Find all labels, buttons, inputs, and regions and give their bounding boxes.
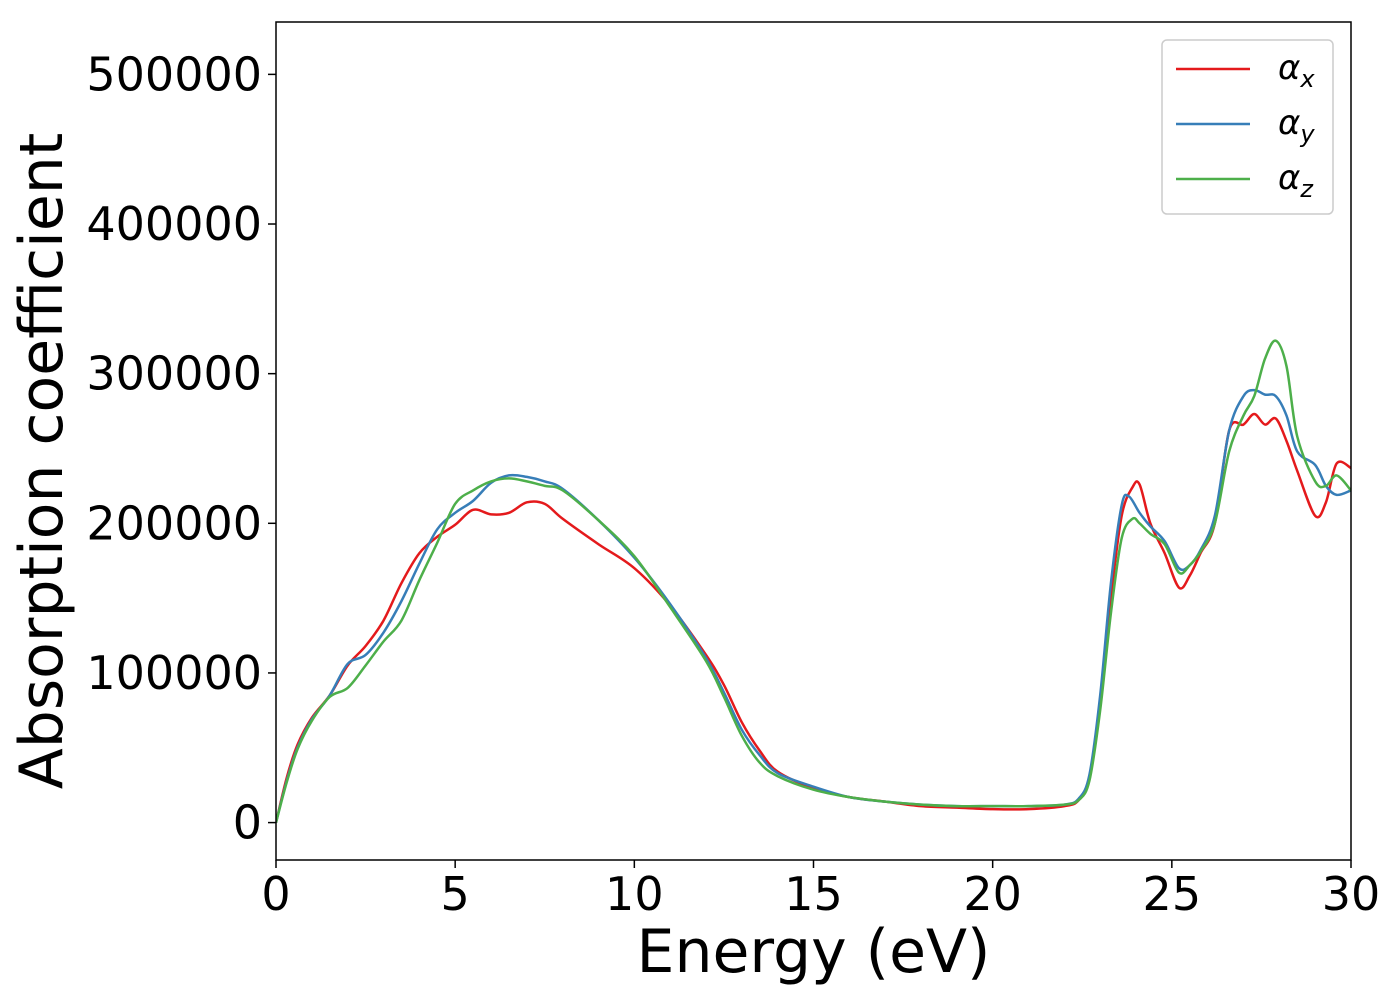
y-tick-label: 100000	[86, 646, 262, 700]
series-line-z	[276, 339, 1351, 823]
legend-label-subscript: z	[1299, 175, 1314, 203]
x-tick-label: 15	[784, 867, 843, 921]
x-tick-label: 0	[261, 867, 290, 921]
x-axis-label: Energy (eV)	[637, 917, 991, 987]
legend-label-subscript: x	[1299, 65, 1315, 93]
legend-label-subscript: y	[1299, 120, 1315, 148]
legend-label-base: α	[1278, 158, 1300, 198]
legend-label-base: α	[1278, 103, 1300, 143]
y-tick-label: 400000	[86, 197, 262, 251]
legend-item-y: αy	[1176, 103, 1315, 148]
y-tick-label: 300000	[86, 347, 262, 401]
x-tick-label: 5	[441, 867, 470, 921]
x-axis-ticks: 0 5 10 15 20 25 30	[261, 860, 1380, 921]
legend-label: αz	[1278, 158, 1314, 203]
legend-item-x: αx	[1176, 48, 1315, 93]
y-tick-label: 500000	[86, 47, 262, 101]
x-tick-label: 30	[1322, 867, 1381, 921]
x-tick-label: 20	[963, 867, 1022, 921]
legend-item-z: αz	[1176, 158, 1314, 203]
y-tick-label: 0	[233, 796, 262, 850]
y-axis-label: Absorption coefficient	[7, 133, 77, 790]
series-lines	[276, 339, 1351, 823]
legend-label-base: α	[1278, 48, 1300, 88]
legend-label: αy	[1278, 103, 1315, 148]
y-tick-label: 200000	[86, 496, 262, 550]
x-tick-label: 25	[1143, 867, 1202, 921]
legend-label: αx	[1278, 48, 1315, 93]
x-tick-label: 10	[605, 867, 664, 921]
y-axis-ticks: 0 100000 200000 300000 400000 500000	[86, 47, 276, 850]
legend-box	[1161, 39, 1334, 215]
